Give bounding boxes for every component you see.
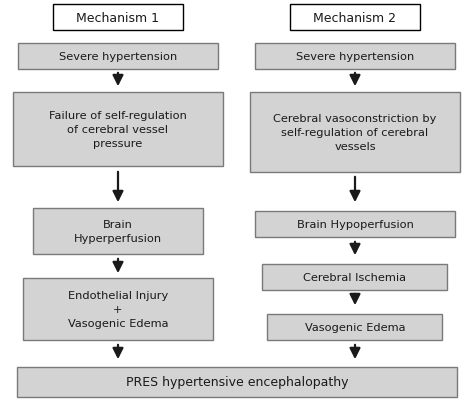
FancyBboxPatch shape <box>17 367 457 397</box>
Text: Cerebral vasoconstriction by
self-regulation of cerebral
vessels: Cerebral vasoconstriction by self-regula… <box>273 114 437 151</box>
Text: Brain Hypoperfusion: Brain Hypoperfusion <box>297 219 413 229</box>
FancyBboxPatch shape <box>13 93 223 166</box>
Text: Cerebral Ischemia: Cerebral Ischemia <box>303 272 407 282</box>
Text: Brain
Hyperperfusion: Brain Hyperperfusion <box>74 220 162 243</box>
Text: Severe hypertension: Severe hypertension <box>296 52 414 62</box>
FancyBboxPatch shape <box>250 93 460 172</box>
FancyBboxPatch shape <box>267 314 443 340</box>
FancyBboxPatch shape <box>255 211 455 237</box>
Text: Mechanism 1: Mechanism 1 <box>76 12 159 24</box>
Text: Vasogenic Edema: Vasogenic Edema <box>305 322 405 332</box>
Text: Failure of self-regulation
of cerebral vessel
pressure: Failure of self-regulation of cerebral v… <box>49 111 187 148</box>
FancyBboxPatch shape <box>33 209 203 254</box>
FancyBboxPatch shape <box>290 5 420 31</box>
FancyBboxPatch shape <box>18 44 218 70</box>
Text: Mechanism 2: Mechanism 2 <box>313 12 396 24</box>
Text: Endothelial Injury
+
Vasogenic Edema: Endothelial Injury + Vasogenic Edema <box>68 291 168 328</box>
FancyBboxPatch shape <box>53 5 183 31</box>
Text: PRES hypertensive encephalopathy: PRES hypertensive encephalopathy <box>126 376 348 389</box>
FancyBboxPatch shape <box>263 264 447 290</box>
Text: Severe hypertension: Severe hypertension <box>59 52 177 62</box>
FancyBboxPatch shape <box>23 278 213 340</box>
FancyBboxPatch shape <box>255 44 455 70</box>
